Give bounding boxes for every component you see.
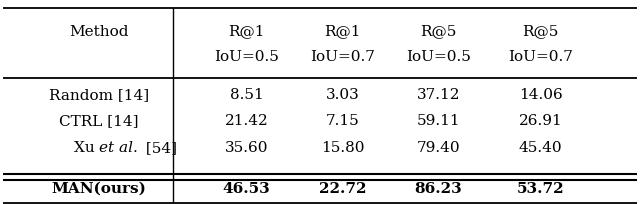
Text: R@1: R@1 bbox=[228, 25, 265, 39]
Text: 35.60: 35.60 bbox=[225, 141, 268, 155]
Text: 22.72: 22.72 bbox=[319, 182, 366, 196]
Text: R@5: R@5 bbox=[420, 25, 456, 39]
Text: 46.53: 46.53 bbox=[223, 182, 270, 196]
Text: 59.11: 59.11 bbox=[417, 114, 460, 128]
Text: Method: Method bbox=[70, 25, 129, 39]
Text: CTRL [14]: CTRL [14] bbox=[60, 114, 139, 128]
Text: 26.91: 26.91 bbox=[519, 114, 563, 128]
Text: 53.72: 53.72 bbox=[517, 182, 564, 196]
Text: 7.15: 7.15 bbox=[326, 114, 359, 128]
Text: IoU=0.5: IoU=0.5 bbox=[214, 50, 279, 64]
Text: 37.12: 37.12 bbox=[417, 88, 460, 102]
Text: 21.42: 21.42 bbox=[225, 114, 268, 128]
Text: Random [14]: Random [14] bbox=[49, 88, 149, 102]
Text: [54]: [54] bbox=[141, 141, 177, 155]
Text: R@5: R@5 bbox=[523, 25, 559, 39]
Text: MAN(ours): MAN(ours) bbox=[52, 182, 147, 196]
Text: IoU=0.5: IoU=0.5 bbox=[406, 50, 471, 64]
Text: 15.80: 15.80 bbox=[321, 141, 364, 155]
Text: IoU=0.7: IoU=0.7 bbox=[508, 50, 573, 64]
Text: 14.06: 14.06 bbox=[519, 88, 563, 102]
Text: 79.40: 79.40 bbox=[417, 141, 460, 155]
Text: et al.: et al. bbox=[99, 141, 138, 155]
Text: IoU=0.7: IoU=0.7 bbox=[310, 50, 375, 64]
Text: Xu: Xu bbox=[74, 141, 99, 155]
Text: 8.51: 8.51 bbox=[230, 88, 263, 102]
Text: 45.40: 45.40 bbox=[519, 141, 563, 155]
Text: 3.03: 3.03 bbox=[326, 88, 359, 102]
Text: 86.23: 86.23 bbox=[415, 182, 462, 196]
Text: R@1: R@1 bbox=[324, 25, 361, 39]
